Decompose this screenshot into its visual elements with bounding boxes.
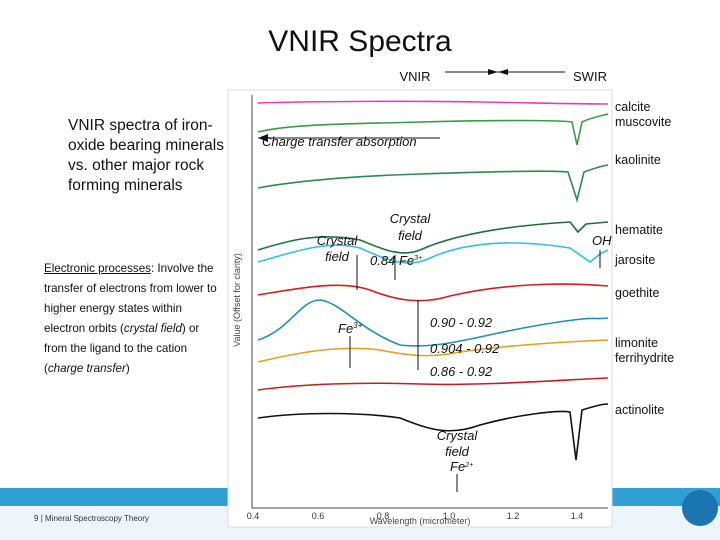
mineral-label: calcite <box>615 100 650 114</box>
x-tick-label: 1.0 <box>443 511 456 521</box>
mineral-label: ferrihydrite <box>615 351 674 365</box>
mineral-label: limonite <box>615 336 658 350</box>
annotation: 0.86 - 0.92 <box>430 364 493 379</box>
x-tick-label: 0.4 <box>247 511 260 521</box>
spectra <box>257 100 609 461</box>
spectrum-goethite <box>257 283 609 302</box>
annotation: 0.84 Fe3+ <box>370 253 422 268</box>
figure: Value (Offset for clarity) 0.4 0.6 0.8 1… <box>227 89 613 528</box>
vnir-label: VNIR <box>399 69 430 84</box>
text: : Involve the transfer of electrons from… <box>44 262 217 335</box>
annotation: 0.90 - 0.92 <box>430 315 493 330</box>
mineral-label: hematite <box>615 223 663 237</box>
mineral-label: kaolinite <box>615 153 661 167</box>
mineral-label: actinolite <box>615 403 664 417</box>
annotation: Fe2+ <box>450 459 473 474</box>
x-tick-label: 0.6 <box>312 511 325 521</box>
annotation: Crystal <box>317 233 359 248</box>
spectrum-actinolite <box>257 403 609 461</box>
annotation: Charge transfer absorption <box>262 134 417 149</box>
annotation: OH <box>592 233 612 248</box>
spectrum-muscovite <box>257 113 609 146</box>
figure-frame <box>227 89 613 528</box>
spectrum-calcite <box>257 100 609 105</box>
x-tick-label: 1.2 <box>507 511 520 521</box>
x-tick-label: 1.4 <box>571 511 584 521</box>
spectrum-limonite <box>257 299 609 347</box>
footer-text: 9 | Mineral Spectroscopy Theory <box>34 514 149 523</box>
annotation: field <box>445 444 470 459</box>
sidebar-heading: VNIR spectra of iron-oxide bearing miner… <box>68 117 224 194</box>
spectrum-kaolinite <box>257 164 609 203</box>
swir-label: SWIR <box>573 69 607 84</box>
spectrum-jarosite <box>257 242 609 264</box>
arrow-head <box>258 134 268 142</box>
text: ) or from the ligand to the cation ( <box>44 322 200 375</box>
annotation: field <box>398 228 423 243</box>
annotation: Crystal <box>390 211 432 226</box>
region-arrow <box>488 69 508 75</box>
spectrum-hematite <box>257 221 609 254</box>
spectrum-ferrihydrite <box>257 339 609 363</box>
footer-badge <box>682 490 718 526</box>
mineral-label: jarosite <box>614 253 655 267</box>
term: Electronic processes <box>44 262 151 275</box>
x-axis-label: Wavelength (micrometer) <box>370 516 471 526</box>
annotation: 0.904 - 0.92 <box>430 341 500 356</box>
annotation: field <box>325 249 350 264</box>
term: crystal field <box>123 322 182 335</box>
y-axis-label: Value (Offset for clarity) <box>232 253 242 347</box>
slide-title: VNIR Spectra <box>268 25 452 58</box>
sidebar-paragraph: Electronic processes: Involve the transf… <box>44 259 222 379</box>
mineral-label: muscovite <box>615 115 671 129</box>
term: charge transfer <box>47 362 126 375</box>
text: ) <box>125 362 130 375</box>
annotation: Crystal <box>437 428 479 443</box>
x-tick-label: 0.8 <box>377 511 390 521</box>
mineral-label: goethite <box>615 286 660 300</box>
annotation: Fe3+ <box>338 321 363 336</box>
spectrum-red <box>257 377 609 391</box>
